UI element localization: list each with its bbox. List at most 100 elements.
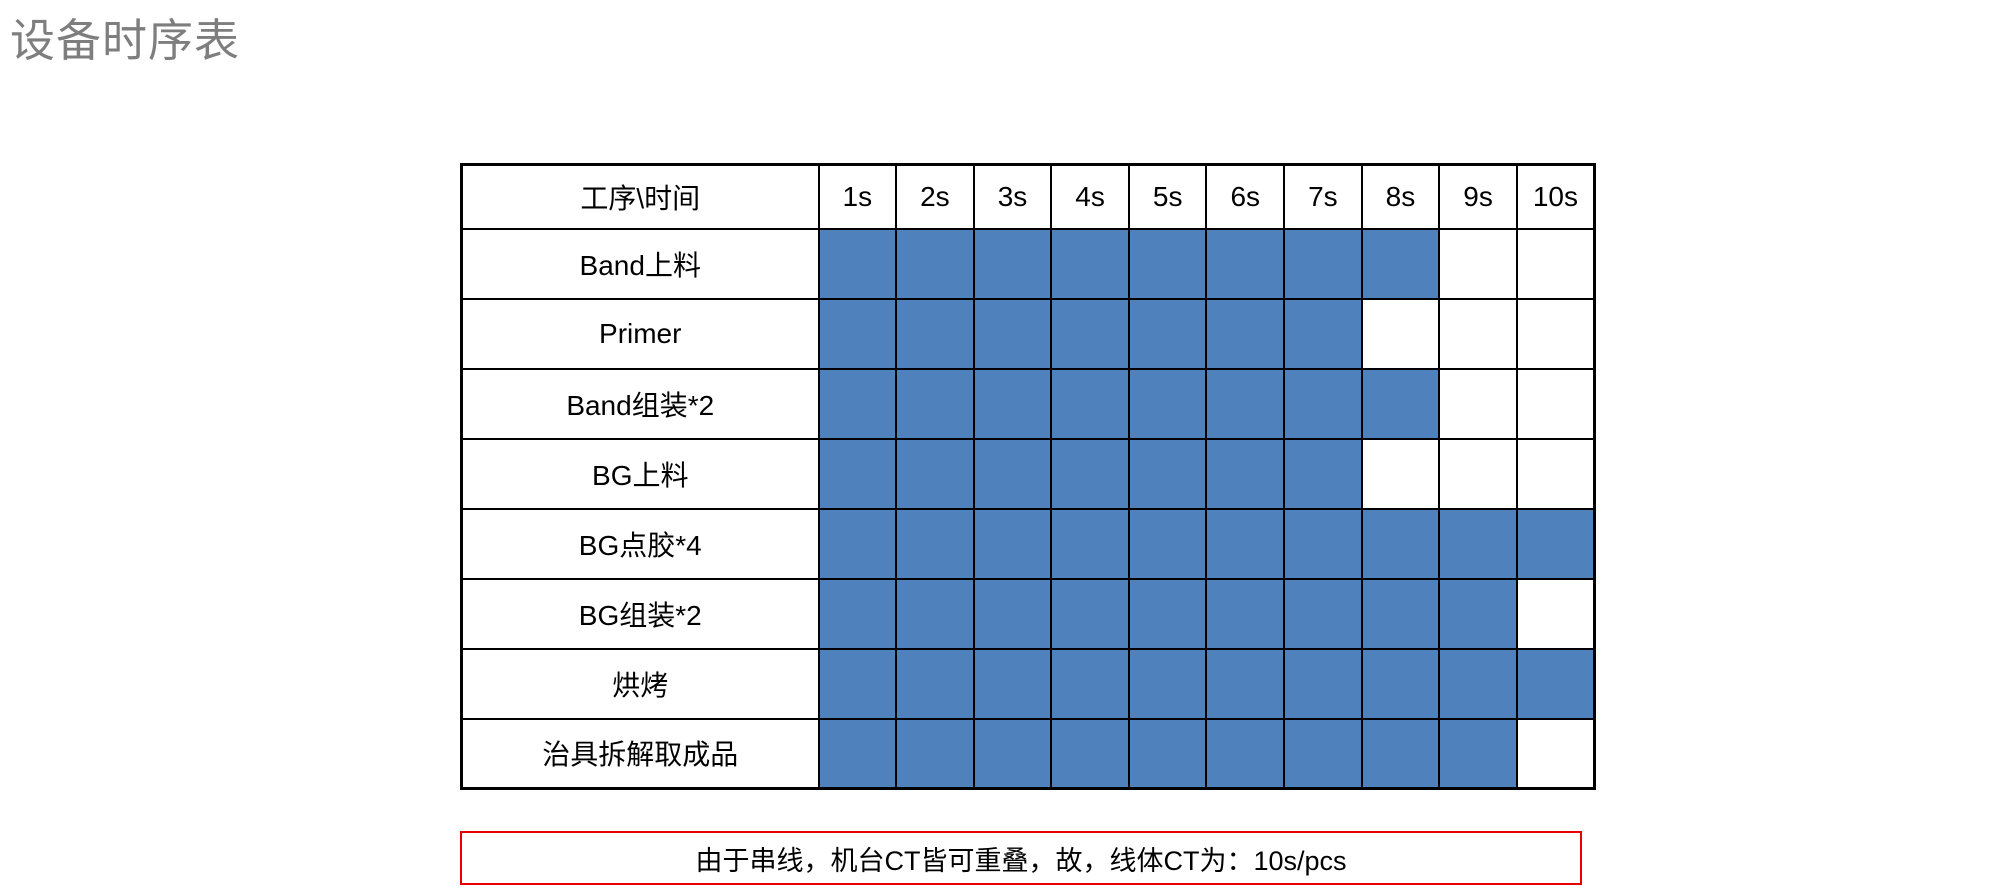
timing-cell-filled [972,437,1053,510]
header-row: 工序\时间 1s 2s 3s 4s 5s 6s 7s 8s 9s 10s [460,163,1596,230]
timing-cell-filled [1050,507,1130,580]
equipment-timing-table: 工序\时间 1s 2s 3s 4s 5s 6s 7s 8s 9s 10s Band上料 Primer B… [460,163,1596,790]
timing-cell-filled [895,227,975,300]
timing-cell-filled [895,367,975,440]
timing-cell-filled [1127,577,1208,650]
timing-cell-filled [1438,647,1518,720]
ct-note-box: 由于串线，机台CT皆可重叠，故，线体CT为：10s/pcs [460,831,1582,885]
process-label-cell: Band上料 [460,227,820,300]
timing-cell-filled [817,297,898,370]
timing-cell-filled [1283,577,1363,650]
table-row: BG组装*2 [460,577,1596,650]
timing-cell-filled [1283,507,1363,580]
timing-cell-filled [1283,297,1363,370]
timing-cell-filled [1515,647,1596,720]
timing-cell-filled [895,717,975,790]
timing-cell-filled [1127,647,1208,720]
timing-cell-filled [1050,717,1130,790]
process-label-cell: 烘烤 [460,647,820,720]
timing-cell-filled [1360,717,1441,790]
timing-cell-filled [1438,577,1518,650]
timing-cell-filled [1283,437,1363,510]
timing-cell-filled [1127,367,1208,440]
process-label-cell: 治具拆解取成品 [460,717,820,790]
page-title: 设备时序表 [10,15,241,66]
timing-cell-filled [1050,227,1130,300]
timing-cell-filled [817,577,898,650]
timing-cell-filled [1205,227,1286,300]
timing-cell-filled [972,507,1053,580]
table-row: BG上料 [460,437,1596,510]
table-row: BG点胶*4 [460,507,1596,580]
time-header-cell: 1s [817,163,898,230]
timing-cell-filled [1050,577,1130,650]
timing-cell-filled [1283,717,1363,790]
time-header-cell: 8s [1360,163,1441,230]
timing-cell-filled [895,577,975,650]
table-header: 工序\时间 1s 2s 3s 4s 5s 6s 7s 8s 9s 10s [460,163,1596,230]
timing-cell-empty [1438,367,1518,440]
timing-cell-filled [1205,647,1286,720]
timing-cell-filled [1205,717,1286,790]
process-label-cell: Primer [460,297,820,370]
timing-cell-empty [1438,437,1518,510]
timing-cell-filled [1050,647,1130,720]
timing-cell-filled [1127,297,1208,370]
time-header-cell: 5s [1127,163,1208,230]
timing-cell-filled [1283,647,1363,720]
timing-cell-empty [1515,577,1596,650]
process-label-cell: BG组装*2 [460,577,820,650]
table-row: Band上料 [460,227,1596,300]
table-row: 治具拆解取成品 [460,717,1596,790]
timing-cell-filled [1360,647,1441,720]
timing-cell-filled [895,647,975,720]
timing-cell-filled [1127,437,1208,510]
table-row: Band组装*2 [460,367,1596,440]
timing-cell-filled [1283,227,1363,300]
timing-cell-filled [1360,367,1441,440]
timing-cell-empty [1515,437,1596,510]
timing-cell-empty [1515,717,1596,790]
table-row: Primer [460,297,1596,370]
timing-cell-filled [1050,297,1130,370]
timing-cell-filled [1438,717,1518,790]
timing-cell-filled [1283,367,1363,440]
timing-cell-filled [1050,437,1130,510]
timing-cell-filled [817,647,898,720]
timing-cell-filled [1205,507,1286,580]
time-header-cell: 4s [1050,163,1130,230]
timing-cell-filled [972,367,1053,440]
timing-cell-empty [1515,227,1596,300]
time-header-cell: 2s [895,163,975,230]
time-header-cell: 7s [1283,163,1363,230]
timing-cell-empty [1438,297,1518,370]
timing-cell-empty [1515,297,1596,370]
timing-cell-filled [972,717,1053,790]
timing-cell-filled [1050,367,1130,440]
timing-cell-empty [1360,437,1441,510]
timing-cell-filled [895,297,975,370]
timing-cell-filled [1515,507,1596,580]
timing-cell-filled [1127,507,1208,580]
timing-cell-filled [1205,297,1286,370]
timing-cell-filled [1360,227,1441,300]
timing-cell-filled [1205,437,1286,510]
timing-cell-filled [972,647,1053,720]
timing-cell-filled [1438,507,1518,580]
timing-cell-filled [1205,577,1286,650]
timing-cell-filled [817,717,898,790]
table-body: Band上料 Primer Band组装*2 BG上料 BG点胶*4 BG组装*2 烘烤 治具… [460,227,1596,790]
time-header-cell: 10s [1515,163,1596,230]
timing-cell-filled [817,437,898,510]
timing-cell-filled [972,297,1053,370]
process-label-cell: Band组装*2 [460,367,820,440]
timing-cell-filled [1127,717,1208,790]
timing-cell-filled [1127,227,1208,300]
timing-cell-empty [1515,367,1596,440]
process-label-cell: BG上料 [460,437,820,510]
timing-cell-filled [972,577,1053,650]
timing-cell-filled [1205,367,1286,440]
time-header-cell: 6s [1205,163,1286,230]
timing-cell-filled [895,507,975,580]
